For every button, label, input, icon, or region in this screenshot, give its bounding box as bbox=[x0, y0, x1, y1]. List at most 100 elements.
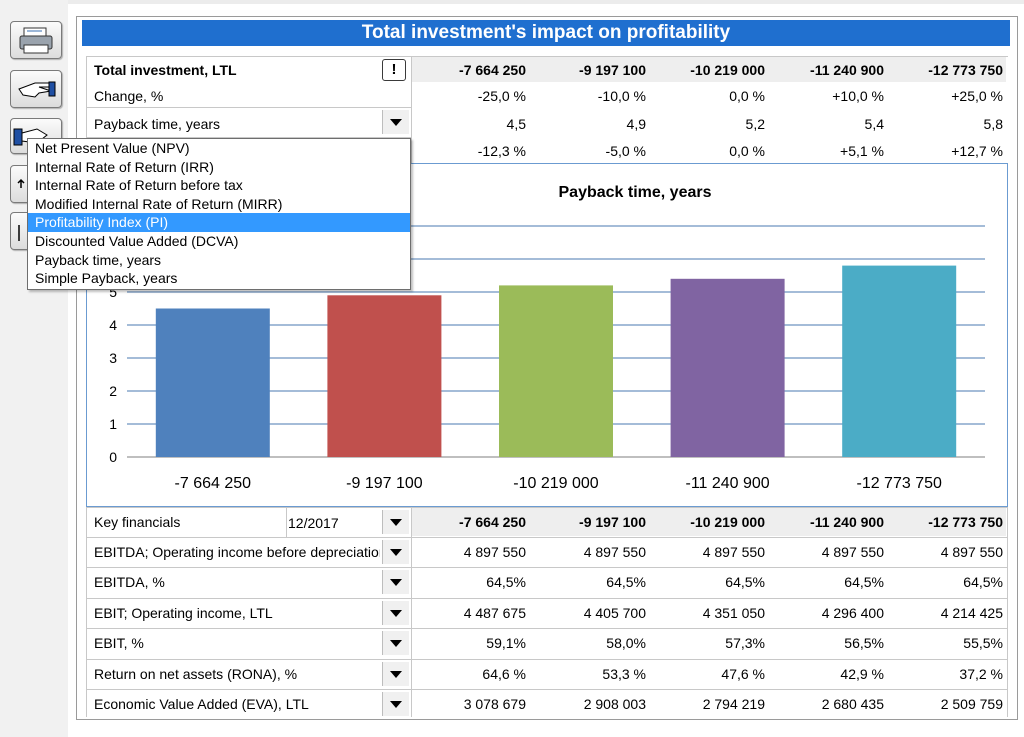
kf-value-cell: 64,5% bbox=[486, 574, 526, 591]
kf-row-label: EBITDA; Operating income before deprecia… bbox=[94, 544, 380, 560]
period-select[interactable]: 12/2017 bbox=[288, 515, 339, 531]
kf-value-cell: 53,3 % bbox=[602, 665, 646, 682]
kf-row-dropdown-button[interactable] bbox=[382, 600, 409, 625]
value-cell: 5,2 bbox=[745, 116, 765, 132]
period-dropdown-button[interactable] bbox=[382, 510, 409, 534]
chart-area: Payback time, years 5 4 3 2 1 0 -7 664 250 -9 1… bbox=[86, 163, 1008, 507]
printer-icon bbox=[19, 27, 53, 54]
kf-value-cell: 47,6 % bbox=[721, 665, 765, 682]
kf-value-cell: 59,1% bbox=[486, 635, 526, 652]
grid-line bbox=[86, 507, 1008, 508]
kf-row-dropdown-button[interactable] bbox=[382, 661, 409, 686]
dropdown-option[interactable]: Simple Payback, years bbox=[35, 270, 178, 287]
y-tick-label: 0 bbox=[109, 449, 117, 465]
value-cell: 0,0 % bbox=[729, 143, 765, 159]
kf-value-cell: 2 794 219 bbox=[702, 696, 765, 712]
dropdown-option[interactable]: Net Present Value (NPV) bbox=[35, 140, 190, 156]
chart-bar bbox=[670, 278, 785, 457]
key-financials-header: Key financials 12/2017 -7 664 250 -9 197… bbox=[86, 508, 1008, 536]
left-toolbar bbox=[0, 0, 68, 737]
grid-line bbox=[86, 507, 87, 717]
kf-value-cell: 4 351 050 bbox=[702, 604, 765, 621]
kf-value-cell: 42,9 % bbox=[840, 665, 884, 682]
kf-value-cell: 2 680 435 bbox=[821, 696, 884, 712]
grid-line bbox=[1007, 507, 1008, 717]
grid-line bbox=[411, 56, 412, 163]
value-cell: 4,9 bbox=[626, 116, 646, 132]
chart-title: Payback time, years bbox=[559, 184, 712, 201]
chart-bar bbox=[499, 285, 613, 457]
x-tick-label: -10 219 000 bbox=[513, 475, 599, 492]
value-cell: -12 773 750 bbox=[928, 62, 1003, 78]
kf-row: Return on net assets (RONA), % 64,6 % 53,3… bbox=[86, 660, 1008, 688]
dropdown-option[interactable]: Profitability Index (PI) bbox=[28, 213, 410, 232]
value-cell: -7 664 250 bbox=[459, 62, 526, 78]
kf-row: EBIT, % 59,1% 58,0% 57,3% 56,5% 55,5% bbox=[86, 629, 1008, 657]
x-tick-label: -9 197 100 bbox=[346, 475, 423, 492]
value-cell: +5,1 % bbox=[840, 143, 884, 159]
y-tick-label: 5 bbox=[109, 284, 117, 300]
dropdown-option[interactable]: Internal Rate of Return (IRR) bbox=[35, 158, 214, 175]
x-tick-label: -11 240 900 bbox=[685, 475, 769, 492]
grid-line bbox=[86, 658, 1008, 660]
value-cell: +25,0 % bbox=[951, 88, 1003, 104]
kf-row: EBIT; Operating income, LTL 4 487 675 4 40… bbox=[86, 599, 1008, 627]
forward-hand-button[interactable] bbox=[10, 70, 62, 108]
change-row: Change, % -25,0 % -10,0 % 0,0 % +10,0 % … bbox=[86, 82, 1008, 110]
kf-value-cell: 58,0% bbox=[606, 635, 646, 652]
kf-value-cell: 4 214 425 bbox=[940, 604, 1003, 621]
value-cell: -11 240 900 bbox=[810, 62, 884, 78]
kf-value-cell: 37,2 % bbox=[959, 665, 1003, 682]
chart-bar bbox=[327, 295, 442, 457]
header-cell: -7 664 250 bbox=[459, 514, 526, 530]
kf-row-dropdown-button[interactable] bbox=[382, 570, 409, 595]
grid-line bbox=[86, 56, 87, 163]
y-tick-label: 2 bbox=[109, 383, 117, 399]
chart-bar bbox=[155, 308, 270, 457]
kf-value-cell: 64,5% bbox=[725, 574, 765, 591]
value-cell: -5,0 % bbox=[605, 143, 646, 159]
info-button[interactable]: ! bbox=[382, 59, 406, 81]
kf-row: Economic Value Added (EVA), LTL 3 078 679… bbox=[86, 690, 1008, 718]
kf-row-label: EBIT, % bbox=[94, 635, 144, 652]
grid-line bbox=[86, 689, 1008, 690]
kf-value-cell: 56,5% bbox=[844, 635, 884, 652]
kf-row: EBITDA, % 64,5% 64,5% 64,5% 64,5% 64,5% bbox=[86, 568, 1008, 596]
metric-dropdown-button[interactable] bbox=[382, 110, 409, 134]
header-cell: -12 773 750 bbox=[928, 514, 1003, 530]
dropdown-option[interactable]: Internal Rate of Return before tax bbox=[35, 177, 243, 194]
kf-value-cell: 4 897 550 bbox=[702, 544, 765, 560]
dropdown-option[interactable]: Payback time, years bbox=[35, 251, 162, 268]
value-cell: +12,7 % bbox=[951, 143, 1003, 159]
bar-chart: Payback time, years 5 4 3 2 1 0 -7 664 250 -9 1… bbox=[109, 184, 985, 492]
kf-row-dropdown-button[interactable] bbox=[382, 540, 409, 564]
kf-row-dropdown-button[interactable] bbox=[382, 631, 409, 656]
kf-row: EBITDA; Operating income before deprecia… bbox=[86, 538, 1008, 566]
y-tick-label: 1 bbox=[109, 416, 117, 432]
kf-value-cell: 64,5% bbox=[844, 574, 884, 591]
grid-line bbox=[86, 537, 1008, 538]
metric-change-row: -12,3 % -5,0 % 0,0 % +5,1 % +12,7 % bbox=[86, 137, 1008, 165]
kf-row-dropdown-button[interactable] bbox=[382, 692, 409, 716]
kf-value-cell: 64,5% bbox=[606, 574, 646, 591]
grid-line bbox=[411, 507, 412, 717]
metric-select-label: Payback time, years bbox=[94, 116, 221, 132]
dropdown-option[interactable]: Discounted Value Added (DCVA) bbox=[35, 232, 239, 249]
print-button[interactable] bbox=[10, 21, 62, 59]
value-cell: +10,0 % bbox=[832, 88, 884, 104]
chart-bar bbox=[842, 265, 957, 457]
panel-title: Total investment's impact on profitabili… bbox=[82, 20, 1010, 46]
kf-value-cell: 64,5% bbox=[963, 574, 1003, 591]
value-cell: -9 197 100 bbox=[579, 62, 646, 78]
value-cell: 5,8 bbox=[983, 116, 1003, 132]
grid-line bbox=[286, 507, 287, 537]
grid-line bbox=[86, 56, 1008, 57]
dropdown-option[interactable]: Modified Internal Rate of Return (MIRR) bbox=[35, 195, 283, 212]
header-cell: -11 240 900 bbox=[810, 514, 884, 530]
kf-value-cell: 4 897 550 bbox=[821, 544, 884, 560]
grid-line bbox=[86, 107, 412, 108]
kf-value-cell: 3 078 679 bbox=[463, 696, 526, 712]
header-background bbox=[412, 56, 1006, 82]
metric-dropdown-list[interactable]: Net Present Value (NPV) Internal Rate of … bbox=[27, 138, 411, 290]
arrow-icon bbox=[17, 178, 25, 188]
